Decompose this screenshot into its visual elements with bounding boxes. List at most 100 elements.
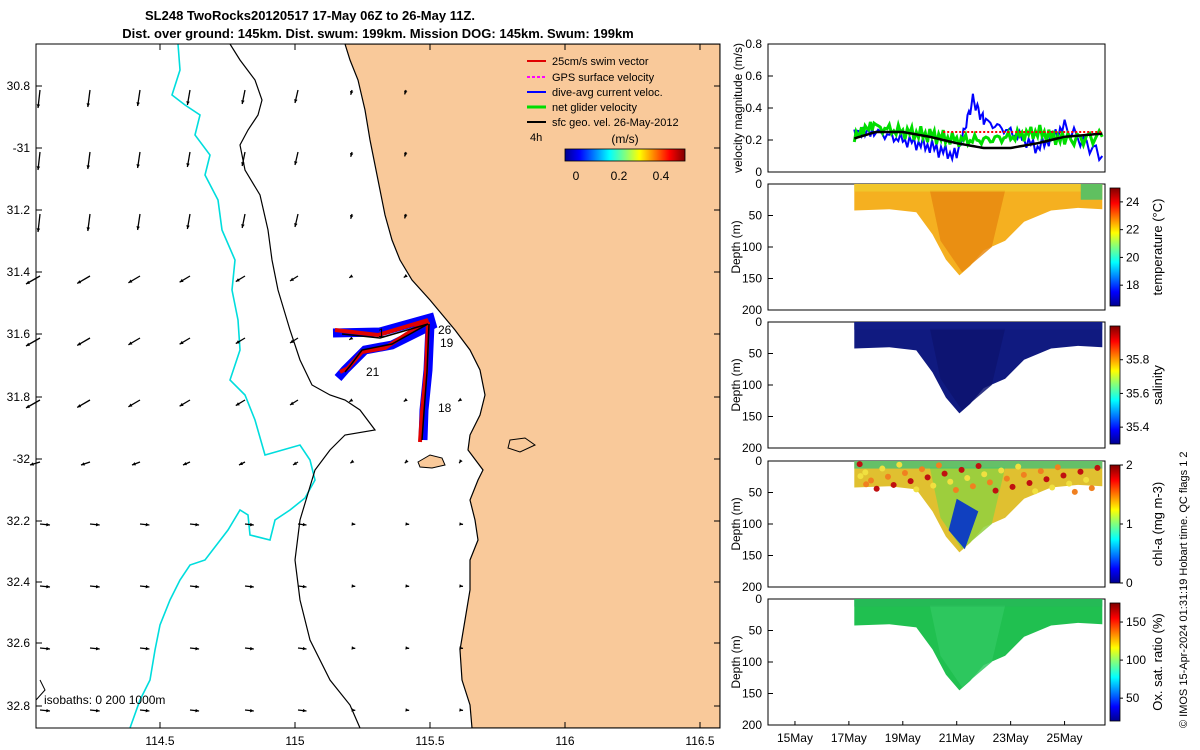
chla-patch [1077,468,1084,475]
current-arrow-head [235,402,240,406]
current-arrow-head [351,522,356,526]
current-arrow-head [195,708,200,713]
current-arrow-head [351,584,356,588]
chla-patch [935,462,942,469]
chla-patch [890,481,897,488]
chla-patch [896,461,903,468]
current-arrow-head [404,152,408,157]
current-arrow-head [136,164,140,168]
chla-depth-tick: 150 [742,549,762,563]
oxygen-surface-layer [854,599,1103,607]
current-arrow-head [294,161,298,165]
current-arrow-head [186,101,190,105]
velocity-y-tick: 0.6 [745,69,762,83]
chla-patch [857,473,864,480]
chla-patch [1015,463,1022,470]
current-arrow-head [195,584,200,589]
map-axes: 30.8 -31 31.2 31.4 31.6 31.8 -32 32.2 32.4 32.6 32… [7,44,720,748]
isobath-1000 [229,44,377,728]
chla-patch [1020,471,1027,478]
chla-patch [1083,476,1090,483]
map-frame [35,43,721,729]
imos-credit: © IMOS 15-Apr-2024 01:31:19 Hobart time.… [1178,451,1190,728]
date-tick-label: 21May [939,731,975,745]
chla-patch [918,466,925,473]
map-legend: 25cm/s swim vector GPS surface velocity … [527,56,686,183]
temperature-surface-layer [854,184,1103,192]
velocity-series-2 [853,130,1103,150]
temperature-depth-tick: 100 [742,240,762,254]
temperature-colorbar [1109,187,1121,307]
salinity-depth-tick: 100 [742,378,762,392]
velocity-y-tick: 0 [755,165,762,179]
temperature-depth-tick: 200 [742,303,762,317]
track-line-south [421,323,430,441]
lat-tick-label: 31.8 [7,390,31,404]
chla-patch [969,483,976,490]
lat-tick-label: 32.2 [7,514,31,528]
current-arrow-head [459,584,464,588]
current-arrow-head [136,226,140,230]
isobaths-note: isobaths: 0 200 1000m [44,693,165,707]
current-arrow-head [195,522,200,527]
oxygen-section-core [929,605,1006,688]
chla-deep-low [948,498,979,550]
current-arrow-head [77,342,82,346]
current-arrow-head [302,708,307,713]
oxygen-colorbar-tick: 150 [1126,615,1146,629]
chla-patch [1003,475,1010,482]
current-arrow-head [128,403,133,407]
current-arrow-head [241,100,245,104]
current-arrow-head [95,522,100,527]
current-arrow-head [290,339,294,343]
current-arrow-head [145,708,150,713]
current-arrow-head [294,99,298,103]
current-arrow-head [132,462,136,466]
current-arrow-head [250,584,254,589]
chla-patch [1037,468,1044,475]
temperature-depth-tick: 50 [749,209,763,223]
chla-patch [913,486,920,493]
temperature-section-core [929,190,1006,273]
velocity-series-1 [852,119,1104,150]
isobath-200 [129,44,316,728]
velocity-y-tick: 0.2 [745,133,762,147]
current-arrow-head [404,90,408,95]
current-arrow-head [350,459,355,464]
speed-tick-2: 0.4 [653,169,670,183]
speed-colorbar-label: (m/s) [611,132,638,146]
current-arrow-head [77,280,82,284]
lat-tick-label: 31.6 [7,327,31,341]
current-arrow-head [349,214,354,219]
map-panel: 1 26 19 21 18 25cm/s swim vector GPS sur… [7,43,721,748]
chla-patch [1049,484,1056,491]
oxygen-colorbar-tick: 100 [1126,653,1146,667]
oxygen-colorbar [1109,602,1121,722]
lat-tick-label: 31.2 [7,203,31,217]
chla-patch [930,482,937,489]
track-label-19: 19 [440,336,454,350]
temperature-depth-tick: 150 [742,272,762,286]
current-arrow-head [179,402,184,407]
chla-patch [998,467,1005,474]
current-arrow-head [349,90,354,95]
speed-colorbar [564,148,686,162]
chla-patch [958,466,965,473]
legend-current: dive-avg current veloc. [552,87,663,99]
chla-patch [1054,464,1061,471]
island-small [507,437,536,453]
current-arrow-head [349,336,354,340]
current-arrow-head [86,103,90,107]
current-arrow-head [459,522,464,526]
current-arrow-head [46,522,50,527]
chla-colorbar-label: chl-a (mg m-3) [1150,482,1165,567]
current-arrow-head [459,459,463,464]
time-tag: 4h [530,132,542,144]
current-arrow-head [183,461,187,466]
current-arrow-head [235,340,240,344]
track-label-18: 18 [438,401,452,415]
current-arrow-head [405,708,410,712]
oxygen-depth-tick: 100 [742,655,762,669]
current-arrow-head [46,584,50,589]
